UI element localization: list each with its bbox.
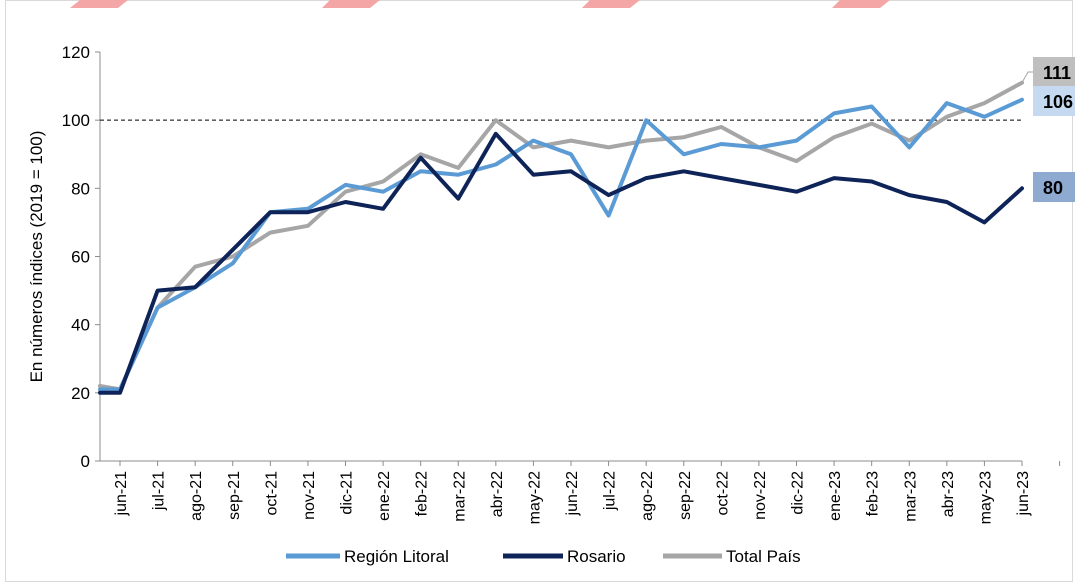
y-tick-label: 20 xyxy=(71,384,90,403)
x-tick-label: nov-21 xyxy=(301,471,318,520)
x-tick-label: jul-21 xyxy=(151,471,168,511)
x-tick-label: dic-22 xyxy=(790,471,807,515)
end-label-leader xyxy=(1021,71,1033,83)
legend-label: Total País xyxy=(726,547,801,566)
x-tick-label: jun-21 xyxy=(113,471,130,517)
x-tick-label: mar-22 xyxy=(451,471,468,522)
x-tick-label: jun-23 xyxy=(1015,471,1032,517)
x-tick-label: ago-22 xyxy=(639,471,656,521)
y-tick-label: 40 xyxy=(71,316,90,335)
series-line-rosario xyxy=(98,131,1024,395)
legend-label: Región Litoral xyxy=(344,547,449,566)
legend-label: Rosario xyxy=(567,547,626,566)
x-tick-label: ene-23 xyxy=(827,471,844,521)
x-tick-label: sep-21 xyxy=(226,471,243,520)
series-line-regi-n-litoral xyxy=(98,97,1024,392)
x-tick-label: jun-22 xyxy=(564,471,581,517)
y-tick-label: 80 xyxy=(71,179,90,198)
x-tick-label: oct-22 xyxy=(714,471,731,516)
end-label-box xyxy=(1033,172,1075,202)
x-tick-label: nov-22 xyxy=(752,471,769,520)
x-tick-label: ago-21 xyxy=(188,471,205,521)
top-decoration xyxy=(70,0,890,8)
end-label: 80 xyxy=(1043,178,1063,198)
end-label-box xyxy=(1033,86,1075,116)
x-tick-label: feb-22 xyxy=(414,471,431,516)
y-tick-label: 120 xyxy=(62,43,90,62)
x-tick-label: may-23 xyxy=(977,471,994,524)
end-label-box xyxy=(1033,57,1075,87)
x-tick-label: ene-22 xyxy=(376,471,393,521)
chart-frame xyxy=(5,0,1073,582)
end-label: 111 xyxy=(1043,63,1071,83)
x-tick-label: dic-21 xyxy=(339,471,356,515)
x-tick-label: may-22 xyxy=(526,471,543,524)
end-label: 106 xyxy=(1043,92,1073,112)
x-tick-label: feb-23 xyxy=(865,471,882,516)
x-tick-label: sep-22 xyxy=(677,471,694,520)
y-tick-label: 60 xyxy=(71,248,90,267)
x-tick-label: oct-21 xyxy=(263,471,280,516)
y-tick-label: 100 xyxy=(62,111,90,130)
x-tick-label: mar-23 xyxy=(902,471,919,522)
x-tick-label: jul-22 xyxy=(602,471,619,511)
series-line-total-pa-s xyxy=(98,80,1024,392)
x-tick-label: abr-22 xyxy=(489,471,506,517)
x-tick-label: abr-23 xyxy=(940,471,957,517)
y-axis-title: En números índices (2019 = 100) xyxy=(27,131,46,383)
y-tick-label: 0 xyxy=(81,452,90,471)
